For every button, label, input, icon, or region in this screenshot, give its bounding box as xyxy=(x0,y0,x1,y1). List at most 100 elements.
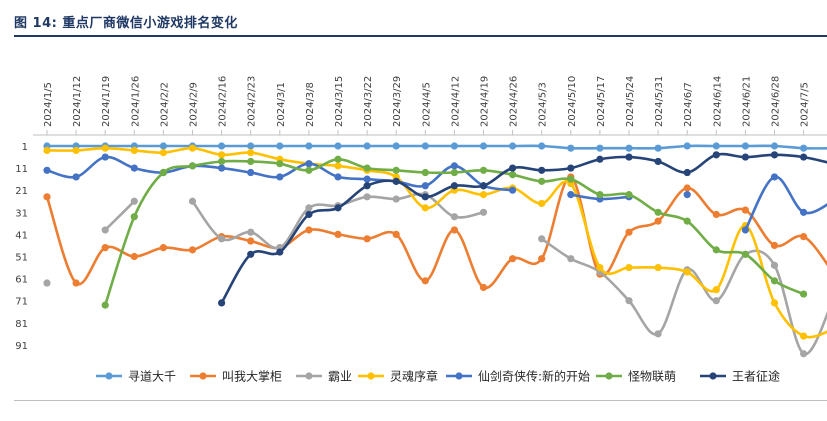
data-point xyxy=(625,297,633,305)
x-tick-label: 2024/5/17 xyxy=(596,76,607,127)
data-point xyxy=(363,193,371,201)
data-point xyxy=(334,162,342,170)
data-point xyxy=(625,153,633,161)
data-point xyxy=(43,166,51,174)
data-point xyxy=(392,230,400,238)
data-point xyxy=(276,173,284,181)
data-point xyxy=(130,164,138,172)
data-point xyxy=(101,226,109,234)
series-2 xyxy=(43,191,827,358)
x-tick-label: 2024/1/19 xyxy=(101,76,112,127)
data-point xyxy=(683,168,691,177)
y-tick-label: 61 xyxy=(15,275,28,286)
data-point xyxy=(450,182,458,190)
y-tick-label: 91 xyxy=(15,341,28,352)
data-point xyxy=(654,208,662,216)
data-point xyxy=(538,177,546,185)
data-point xyxy=(276,142,284,150)
series-line xyxy=(220,152,827,305)
data-point xyxy=(247,237,255,245)
data-point xyxy=(683,142,691,150)
data-point xyxy=(101,153,109,161)
x-tick-label: 2024/3/15 xyxy=(334,76,345,127)
data-point xyxy=(800,208,808,216)
data-point xyxy=(218,164,226,172)
data-point xyxy=(72,146,80,155)
legend-label: 寻道大千 xyxy=(128,370,176,384)
data-point xyxy=(43,146,51,155)
data-point xyxy=(247,157,255,166)
data-point xyxy=(305,142,313,150)
x-tick-label: 2024/4/5 xyxy=(421,82,432,127)
legend-swatch-marker xyxy=(305,372,313,380)
y-tick-label: 11 xyxy=(15,164,28,175)
x-tick-label: 2024/3/22 xyxy=(363,76,374,127)
data-point xyxy=(450,142,458,150)
data-point xyxy=(596,144,604,152)
data-point xyxy=(421,204,429,212)
data-point xyxy=(392,142,400,150)
data-point xyxy=(654,263,662,272)
x-tick-label: 2024/3/1 xyxy=(276,82,287,127)
data-point xyxy=(741,142,750,150)
data-point xyxy=(43,279,51,287)
data-point xyxy=(770,277,779,285)
data-point xyxy=(218,142,226,150)
data-point xyxy=(218,151,226,159)
x-tick-label: 2024/1/5 xyxy=(43,82,54,127)
data-point xyxy=(596,155,604,163)
title-divider xyxy=(14,35,827,37)
x-tick-label: 2024/6/14 xyxy=(712,76,723,127)
bottom-divider xyxy=(14,400,827,401)
series-1 xyxy=(43,173,827,292)
legend-swatch-marker xyxy=(199,372,207,380)
data-point xyxy=(538,142,546,150)
data-point xyxy=(101,244,109,252)
y-tick-label: 41 xyxy=(15,230,28,241)
data-point xyxy=(421,277,429,285)
legend-label: 怪物联萌 xyxy=(628,370,676,384)
data-point xyxy=(479,166,488,174)
series-0 xyxy=(43,142,827,152)
x-tick-label: 2024/7/5 xyxy=(800,82,811,127)
data-point xyxy=(625,263,633,272)
data-point xyxy=(683,217,691,225)
data-point xyxy=(538,255,546,263)
data-point xyxy=(305,226,313,234)
data-point xyxy=(683,191,691,199)
x-tick-label: 2024/2/2 xyxy=(159,82,170,127)
data-point xyxy=(276,160,284,168)
data-point xyxy=(159,168,167,177)
data-point xyxy=(508,142,517,150)
data-point xyxy=(800,332,808,340)
x-tick-label: 2024/1/26 xyxy=(130,76,141,127)
data-point xyxy=(305,160,313,168)
data-point xyxy=(479,283,488,292)
legend-swatch-marker xyxy=(605,372,613,380)
data-point xyxy=(508,255,517,263)
data-point xyxy=(334,155,342,163)
x-tick-label: 2024/6/7 xyxy=(683,82,694,127)
data-point xyxy=(392,166,400,174)
data-point xyxy=(596,263,604,272)
data-point xyxy=(130,197,138,205)
x-tick-label: 2024/4/12 xyxy=(450,76,461,127)
data-point xyxy=(130,252,138,261)
x-tick-label: 2024/2/23 xyxy=(247,76,258,127)
data-point xyxy=(363,235,371,243)
data-point xyxy=(363,164,371,172)
data-point xyxy=(247,250,255,258)
data-point xyxy=(218,299,226,307)
legend-label: 灵魂序章 xyxy=(390,369,438,384)
x-tick-label: 2024/5/31 xyxy=(654,76,665,127)
legend-swatch-marker xyxy=(709,372,717,380)
data-point xyxy=(392,195,400,203)
data-point xyxy=(712,210,720,219)
legend-label: 叫我大掌柜 xyxy=(222,370,282,384)
data-point xyxy=(101,144,109,152)
y-tick-label: 21 xyxy=(15,186,28,197)
data-point xyxy=(159,142,167,150)
data-point xyxy=(800,153,808,161)
data-point xyxy=(479,191,488,199)
